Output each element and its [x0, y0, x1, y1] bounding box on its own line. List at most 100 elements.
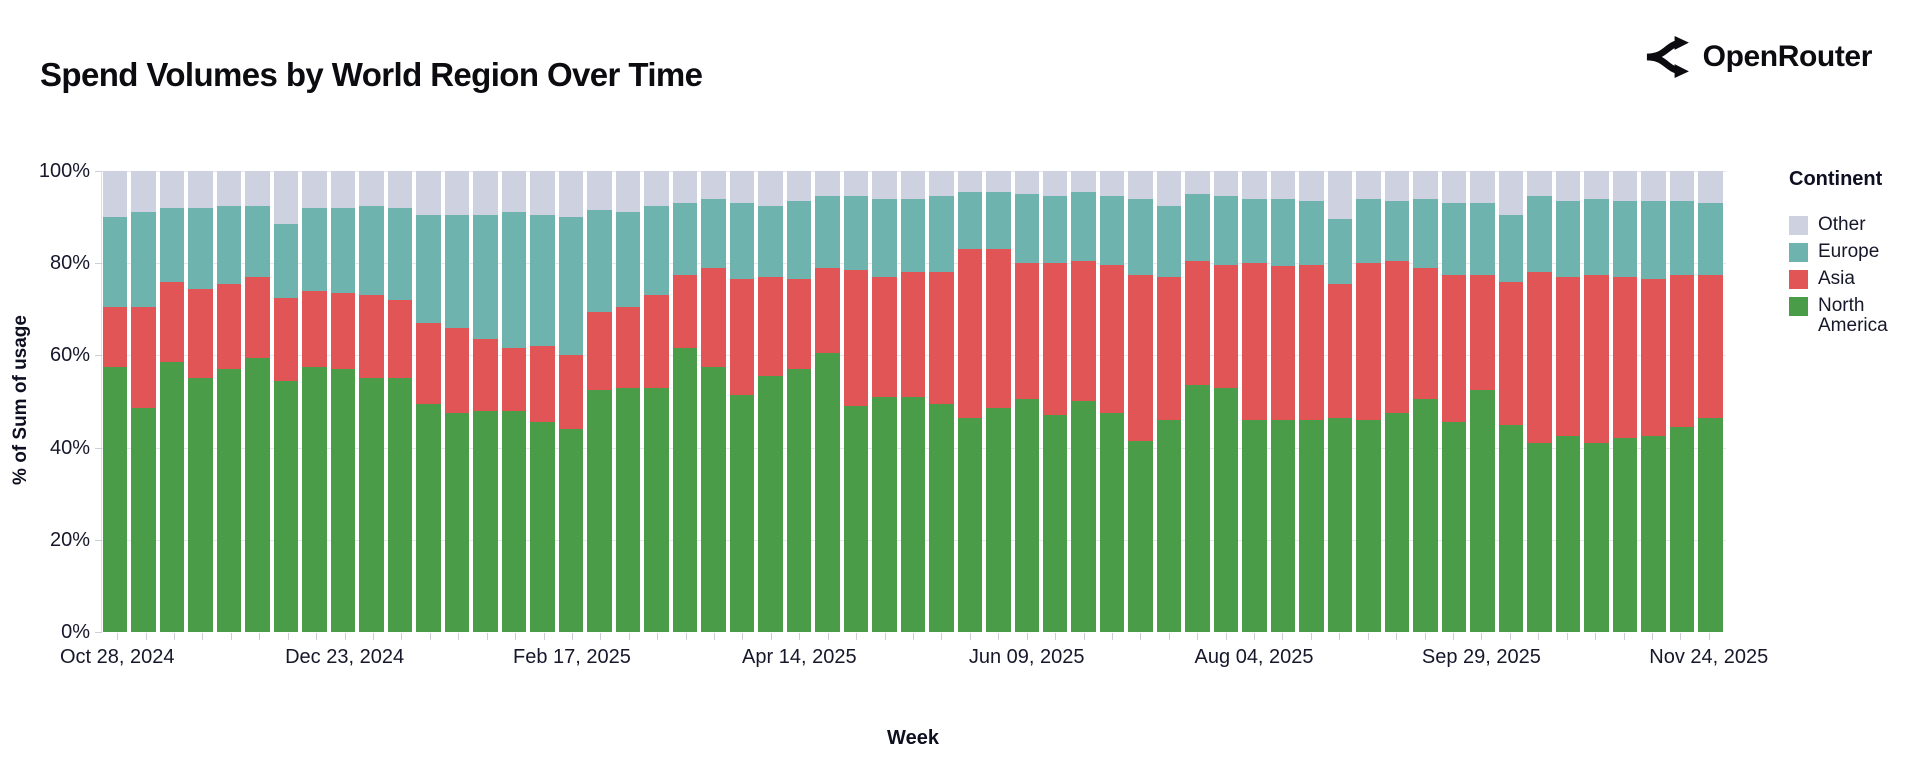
bar-segment-asia[interactable] [1470, 274, 1495, 390]
bar-segment-north-america[interactable] [1299, 419, 1324, 632]
bar-segment-north-america[interactable] [416, 403, 441, 632]
bar-aug-18-2025[interactable] [1299, 171, 1324, 632]
bar-nov-17-2025[interactable] [1669, 171, 1695, 632]
bar-segment-asia[interactable] [501, 348, 527, 411]
bar-segment-europe[interactable] [1555, 200, 1581, 278]
bar-segment-other[interactable] [530, 171, 555, 215]
bar-segment-north-america[interactable] [1128, 440, 1153, 632]
bar-segment-other[interactable] [729, 171, 755, 204]
bar-segment-europe[interactable] [1441, 203, 1467, 275]
bar-segment-north-america[interactable] [131, 408, 156, 632]
bar-sep-01-2025[interactable] [1356, 171, 1381, 632]
bar-segment-north-america[interactable] [672, 348, 698, 632]
bar-segment-asia[interactable] [1213, 265, 1239, 388]
bar-segment-north-america[interactable] [530, 422, 555, 632]
bar-segment-asia[interactable] [1641, 279, 1666, 437]
bar-may-26-2025[interactable] [957, 171, 983, 632]
bar-segment-north-america[interactable] [359, 378, 384, 632]
bar-segment-north-america[interactable] [843, 406, 869, 632]
bar-oct-06-2025[interactable] [1498, 171, 1524, 632]
legend-item-other[interactable]: Other [1789, 215, 1911, 235]
bar-jun-30-2025[interactable] [1099, 171, 1125, 632]
bar-segment-europe[interactable] [758, 205, 783, 278]
bar-segment-other[interactable] [473, 171, 498, 215]
bar-segment-north-america[interactable] [273, 380, 299, 632]
bar-feb-10-2025[interactable] [530, 171, 555, 632]
bar-segment-europe[interactable] [245, 205, 270, 278]
bar-segment-other[interactable] [416, 171, 441, 215]
bar-segment-north-america[interactable] [1669, 426, 1695, 632]
bar-segment-other[interactable] [387, 171, 413, 208]
bar-segment-north-america[interactable] [758, 376, 783, 632]
bar-segment-other[interactable] [1014, 171, 1039, 195]
bar-segment-other[interactable] [1413, 171, 1438, 199]
bar-segment-north-america[interactable] [1242, 419, 1267, 632]
bar-segment-north-america[interactable] [815, 353, 840, 632]
bar-jul-14-2025[interactable] [1156, 171, 1182, 632]
bar-segment-north-america[interactable] [387, 378, 413, 632]
bar-segment-other[interactable] [843, 171, 869, 197]
bar-apr-21-2025[interactable] [815, 171, 840, 632]
bar-segment-other[interactable] [1470, 171, 1495, 204]
bar-segment-other[interactable] [1584, 171, 1609, 199]
bar-segment-north-america[interactable] [159, 362, 185, 632]
bar-feb-03-2025[interactable] [501, 171, 527, 632]
bar-nov-25-2024[interactable] [216, 171, 242, 632]
bar-segment-asia[interactable] [330, 293, 356, 370]
bar-segment-north-america[interactable] [1584, 442, 1609, 632]
bar-segment-north-america[interactable] [1270, 419, 1296, 632]
bar-segment-other[interactable] [758, 171, 783, 206]
bar-segment-europe[interactable] [188, 207, 213, 289]
bar-segment-asia[interactable] [103, 306, 128, 367]
bar-segment-other[interactable] [1099, 171, 1125, 197]
bar-segment-asia[interactable] [131, 306, 156, 409]
bar-segment-north-america[interactable] [103, 366, 128, 632]
bar-segment-north-america[interactable] [587, 389, 612, 632]
bar-segment-asia[interactable] [1242, 263, 1267, 420]
bar-segment-other[interactable] [1669, 171, 1695, 201]
bar-segment-europe[interactable] [530, 214, 555, 347]
bar-segment-europe[interactable] [103, 217, 128, 307]
bar-segment-other[interactable] [1441, 171, 1467, 204]
bar-segment-other[interactable] [103, 171, 128, 218]
bar-segment-europe[interactable] [986, 191, 1011, 250]
bar-segment-asia[interactable] [159, 281, 185, 363]
bar-segment-other[interactable] [1185, 171, 1210, 195]
bar-segment-other[interactable] [1156, 171, 1182, 206]
bar-segment-asia[interactable] [1042, 263, 1068, 416]
bar-segment-north-america[interactable] [872, 396, 897, 632]
bar-segment-north-america[interactable] [1014, 399, 1039, 632]
bar-segment-asia[interactable] [1071, 260, 1096, 402]
bar-segment-other[interactable] [245, 171, 270, 206]
bar-jul-21-2025[interactable] [1185, 171, 1210, 632]
bar-segment-north-america[interactable] [1356, 419, 1381, 632]
bar-segment-other[interactable] [1270, 171, 1296, 199]
bar-mar-31-2025[interactable] [729, 171, 755, 632]
bar-segment-other[interactable] [1327, 171, 1353, 220]
bar-segment-other[interactable] [188, 171, 213, 208]
bar-segment-other[interactable] [672, 171, 698, 204]
bar-segment-other[interactable] [587, 171, 612, 211]
bar-segment-other[interactable] [900, 171, 926, 199]
legend-item-north-america[interactable]: North America [1789, 296, 1911, 336]
bar-nov-03-2025[interactable] [1612, 171, 1638, 632]
bar-segment-north-america[interactable] [900, 396, 926, 632]
bar-segment-europe[interactable] [1270, 198, 1296, 266]
bar-segment-asia[interactable] [986, 249, 1011, 409]
bar-segment-north-america[interactable] [245, 357, 270, 632]
bar-nov-04-2024[interactable] [131, 171, 156, 632]
bar-jan-06-2025[interactable] [387, 171, 413, 632]
bar-segment-europe[interactable] [1413, 198, 1438, 268]
bar-segment-north-america[interactable] [473, 410, 498, 632]
bar-segment-other[interactable] [957, 171, 983, 192]
bar-segment-north-america[interactable] [216, 369, 242, 632]
bar-segment-north-america[interactable] [929, 403, 954, 632]
bar-segment-asia[interactable] [359, 295, 384, 379]
bar-may-19-2025[interactable] [929, 171, 954, 632]
bar-jul-07-2025[interactable] [1128, 171, 1153, 632]
bar-segment-north-america[interactable] [1156, 419, 1182, 632]
bar-segment-europe[interactable] [843, 196, 869, 271]
bar-nov-10-2025[interactable] [1641, 171, 1666, 632]
bar-segment-north-america[interactable] [1213, 387, 1239, 632]
bar-segment-other[interactable] [302, 171, 327, 208]
